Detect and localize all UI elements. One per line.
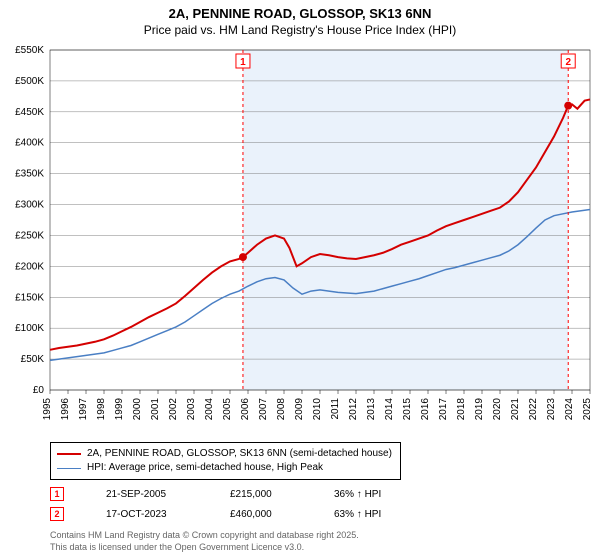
- transaction-marker: 1: [50, 487, 64, 501]
- footer-line1: Contains HM Land Registry data © Crown c…: [50, 530, 359, 542]
- transaction-marker: 2: [50, 507, 64, 521]
- svg-text:£150K: £150K: [15, 292, 44, 303]
- svg-text:1996: 1996: [60, 398, 71, 421]
- transaction-pct: 36% ↑ HPI: [334, 489, 438, 500]
- svg-text:2002: 2002: [168, 398, 179, 421]
- legend-swatch: [57, 453, 81, 455]
- svg-text:£100K: £100K: [15, 323, 44, 334]
- svg-text:2025: 2025: [582, 398, 593, 421]
- legend-swatch: [57, 468, 81, 469]
- svg-text:£500K: £500K: [15, 76, 44, 87]
- svg-text:2022: 2022: [528, 398, 539, 421]
- svg-text:2003: 2003: [186, 398, 197, 421]
- transaction-date: 21-SEP-2005: [106, 489, 230, 500]
- svg-text:2008: 2008: [276, 398, 287, 421]
- svg-text:2011: 2011: [330, 398, 341, 420]
- footer-line2: This data is licensed under the Open Gov…: [50, 542, 359, 554]
- transaction-row: 1 21-SEP-2005£215,00036% ↑ HPI: [50, 484, 438, 504]
- svg-text:£300K: £300K: [15, 200, 44, 211]
- svg-text:£250K: £250K: [15, 230, 44, 241]
- svg-text:2016: 2016: [420, 398, 431, 421]
- svg-text:1997: 1997: [78, 398, 89, 421]
- transaction-date: 17-OCT-2023: [106, 509, 230, 520]
- svg-text:2010: 2010: [312, 398, 323, 421]
- transactions-table: 1 21-SEP-2005£215,00036% ↑ HPI 2 17-OCT-202…: [50, 484, 438, 524]
- svg-text:2000: 2000: [132, 398, 143, 421]
- svg-text:2014: 2014: [384, 398, 395, 421]
- svg-text:2004: 2004: [204, 398, 215, 421]
- svg-text:£400K: £400K: [15, 138, 44, 149]
- svg-text:£0: £0: [33, 385, 45, 396]
- svg-text:2: 2: [565, 57, 571, 68]
- legend-item: 2A, PENNINE ROAD, GLOSSOP, SK13 6NN (sem…: [57, 447, 392, 461]
- price-chart: £0 £50K £100K £150K £200K £250K £300K £350K £400…: [0, 0, 600, 440]
- svg-text:2024: 2024: [564, 398, 575, 421]
- svg-text:2017: 2017: [438, 398, 449, 421]
- svg-text:2020: 2020: [492, 398, 503, 421]
- transaction-price: £460,000: [230, 509, 334, 520]
- transaction-row: 2 17-OCT-2023£460,00063% ↑ HPI: [50, 504, 438, 524]
- svg-text:1: 1: [240, 57, 246, 68]
- svg-text:2015: 2015: [402, 398, 413, 421]
- svg-text:2019: 2019: [474, 398, 485, 421]
- svg-text:2013: 2013: [366, 398, 377, 421]
- svg-text:2012: 2012: [348, 398, 359, 421]
- chart-legend: 2A, PENNINE ROAD, GLOSSOP, SK13 6NN (sem…: [50, 442, 401, 480]
- svg-text:2021: 2021: [510, 398, 521, 421]
- svg-text:1998: 1998: [96, 398, 107, 421]
- svg-text:£200K: £200K: [15, 261, 44, 272]
- legend-item: HPI: Average price, semi-detached house,…: [57, 461, 392, 475]
- svg-text:1995: 1995: [42, 398, 53, 421]
- legend-label: HPI: Average price, semi-detached house,…: [87, 461, 323, 475]
- footer-attribution: Contains HM Land Registry data © Crown c…: [50, 530, 359, 553]
- svg-text:£550K: £550K: [15, 45, 44, 56]
- svg-text:2009: 2009: [294, 398, 305, 421]
- svg-text:2005: 2005: [222, 398, 233, 421]
- legend-label: 2A, PENNINE ROAD, GLOSSOP, SK13 6NN (sem…: [87, 447, 392, 461]
- transaction-pct: 63% ↑ HPI: [334, 509, 438, 520]
- svg-text:2006: 2006: [240, 398, 251, 421]
- svg-text:2001: 2001: [150, 398, 161, 421]
- svg-text:1999: 1999: [114, 398, 125, 421]
- svg-text:2023: 2023: [546, 398, 557, 421]
- svg-text:£50K: £50K: [21, 354, 45, 365]
- svg-text:2018: 2018: [456, 398, 467, 421]
- svg-text:2007: 2007: [258, 398, 269, 421]
- svg-text:£450K: £450K: [15, 107, 44, 118]
- transaction-price: £215,000: [230, 489, 334, 500]
- svg-text:£350K: £350K: [15, 169, 44, 180]
